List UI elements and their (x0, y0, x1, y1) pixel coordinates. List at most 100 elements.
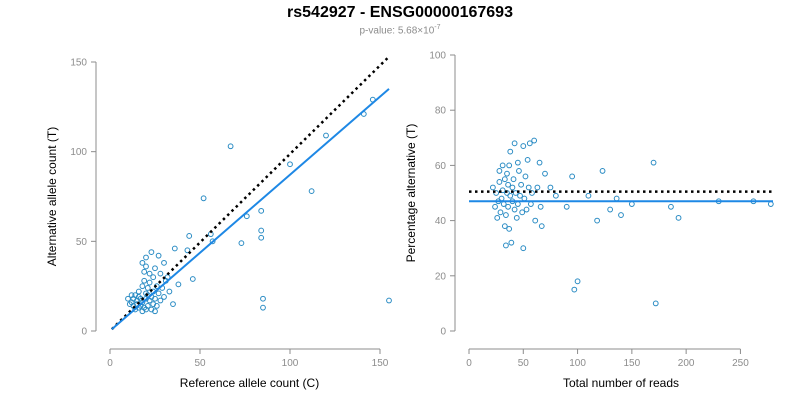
left-y-tick-label: 0 (81, 327, 87, 338)
right-data-point (522, 173, 529, 180)
left-data-point (189, 276, 196, 282)
right-data-point (499, 187, 506, 194)
right-data-point (767, 201, 774, 207)
left-data-point (157, 270, 164, 277)
pvalue-exponent: -7 (434, 24, 441, 31)
left-data-point (308, 188, 315, 195)
right-data-point (489, 184, 496, 191)
right-y-tick-label: 0 (440, 327, 446, 338)
right-data-point (618, 212, 624, 218)
left-data-point (153, 302, 160, 309)
left-y-axis-label: Alternative allele count (T) (45, 127, 59, 266)
right-data-point (552, 192, 559, 199)
left-data-point (155, 252, 162, 259)
right-data-point (585, 192, 592, 199)
right-data-point (506, 162, 513, 169)
right-x-tick-label: 250 (732, 358, 749, 369)
left-data-point (323, 132, 329, 139)
right-data-point (534, 184, 541, 191)
left-data-point (209, 238, 216, 245)
right-data-point (547, 184, 554, 191)
right-data-point (563, 203, 570, 210)
left-data-point (125, 295, 131, 302)
left-scatter-panel: 0 50 100 150 Reference allele count (C) 0 50 10… (45, 55, 392, 390)
right-y-tick-label: 100 (429, 51, 446, 62)
right-x-tick-label: 0 (466, 358, 472, 369)
left-data-point (161, 259, 167, 266)
left-data-point (260, 304, 266, 311)
right-data-point (613, 195, 620, 202)
left-data-point (175, 281, 182, 288)
right-data-point (525, 184, 532, 191)
left-data-point (386, 297, 392, 304)
right-data-point (499, 162, 506, 169)
right-y-axis-label: Percentage alternative (T) (404, 124, 418, 263)
right-scatter-panel: 0 50 100 150 200 250 Total number of reads 0 20 4… (404, 51, 774, 390)
right-data-point (538, 223, 545, 230)
right-data-point (628, 201, 635, 207)
left-data-point (143, 290, 149, 297)
right-data-point (526, 140, 533, 147)
right-y-tick-label: 40 (435, 216, 447, 227)
right-data-point (517, 192, 523, 199)
left-data-point (150, 274, 157, 281)
right-data-point (513, 214, 520, 221)
right-data-point (516, 168, 522, 174)
left-data-point (238, 240, 245, 247)
right-x-tick-label: 50 (518, 358, 530, 369)
right-data-point (524, 156, 531, 163)
right-data-point (492, 203, 498, 210)
left-data-point (258, 207, 265, 214)
right-data-point (531, 137, 538, 144)
left-data-point (141, 268, 148, 275)
right-data-point (498, 195, 505, 202)
left-y-tick-label: 150 (70, 58, 87, 69)
right-y-tick-label: 80 (435, 106, 447, 117)
figure-title: rs542927 - ENSG00000167693 (287, 4, 513, 21)
left-data-point (227, 143, 234, 150)
left-data-point (143, 263, 149, 270)
left-data-point (144, 285, 151, 291)
right-data-point (496, 168, 503, 174)
right-data-point (506, 225, 513, 232)
left-data-point (148, 249, 155, 255)
right-data-point (571, 286, 578, 293)
right-data-point (510, 176, 517, 183)
right-data-point (493, 190, 500, 196)
right-data-point (519, 209, 526, 216)
right-data-point (521, 195, 528, 202)
right-data-point (652, 300, 659, 307)
right-data-point (668, 203, 674, 210)
right-data-point (509, 184, 516, 191)
left-data-point (155, 290, 162, 297)
left-data-point (152, 308, 158, 315)
left-data-point (287, 161, 293, 168)
right-data-point (512, 190, 519, 196)
left-data-point (157, 297, 164, 304)
right-data-point (504, 170, 510, 177)
right-data-point (511, 140, 518, 147)
right-data-point (503, 242, 509, 249)
right-data-point (594, 217, 601, 224)
right-x-axis-label: Total number of reads (563, 376, 679, 390)
right-data-point (518, 181, 525, 188)
right-x-tick-label: 200 (678, 358, 695, 369)
left-data-point (139, 259, 146, 266)
right-data-point (650, 159, 657, 166)
right-data-point (511, 206, 518, 213)
right-data-point (496, 179, 503, 185)
left-data-point (139, 283, 146, 290)
left-data-point (146, 279, 153, 286)
left-y-tick-label: 50 (76, 237, 88, 248)
left-data-point (186, 233, 193, 239)
right-x-tick-label: 150 (624, 358, 641, 369)
right-data-point (523, 206, 530, 213)
right-data-point (675, 214, 682, 221)
left-data-point (184, 247, 191, 254)
left-data-point (258, 227, 265, 234)
right-data-point (529, 190, 535, 196)
right-data-point (607, 206, 614, 213)
right-data-point (514, 201, 521, 207)
right-data-point (505, 203, 511, 210)
left-data-point (161, 294, 167, 300)
